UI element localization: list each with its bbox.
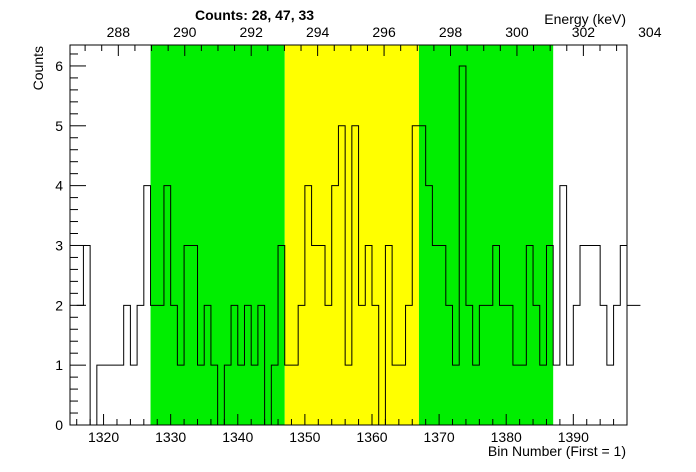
plot-frame [69,44,628,426]
counts-title: Counts: 28, 47, 33 [195,7,314,23]
x-axis-title: Bin Number (First = 1) [488,443,626,459]
x-axis: 1320 1330 1340 1350 1360 1370 1380 1390 [76,414,628,445]
energy-tick-label: 304 [638,24,662,40]
y-tick-label: 1 [55,357,63,373]
y-tick-label: 6 [55,58,63,74]
x-tick-label: 1370 [424,429,455,445]
highlight-region-3 [418,45,554,425]
y-tick-label: 5 [55,118,63,134]
energy-tick-label: 296 [372,24,396,40]
energy-tick-label: 300 [505,24,529,40]
energy-tick-label: 290 [173,24,197,40]
energy-tick-label: 292 [240,24,264,40]
x-tick-label: 1330 [155,429,186,445]
energy-tick-label: 298 [439,24,463,40]
histogram-line [76,65,641,426]
energy-axis: 288 290 292 294 296 298 300 302 304 [84,24,662,56]
energy-tick-label: 288 [107,24,131,40]
x-tick-label: 1340 [222,429,253,445]
y-tick-label: 2 [55,297,63,313]
x-tick-label: 1320 [88,429,119,445]
x-tick-label: 1350 [289,429,320,445]
y-tick-label: 0 [55,417,63,433]
x-tick-label: 1380 [491,429,522,445]
y-axis: 0 1 2 3 4 5 6 [55,53,86,433]
y-axis-title: Counts [30,46,46,90]
highlight-region-1 [150,45,285,425]
y-tick-label: 3 [55,237,63,253]
energy-tick-label: 294 [306,24,330,40]
x-tick-label: 1390 [558,429,589,445]
y-tick-label: 4 [55,178,63,194]
energy-tick-label: 302 [572,24,596,40]
x-tick-label: 1360 [356,429,387,445]
histogram-series [76,65,641,426]
energy-axis-title: Energy (keV) [544,11,626,27]
